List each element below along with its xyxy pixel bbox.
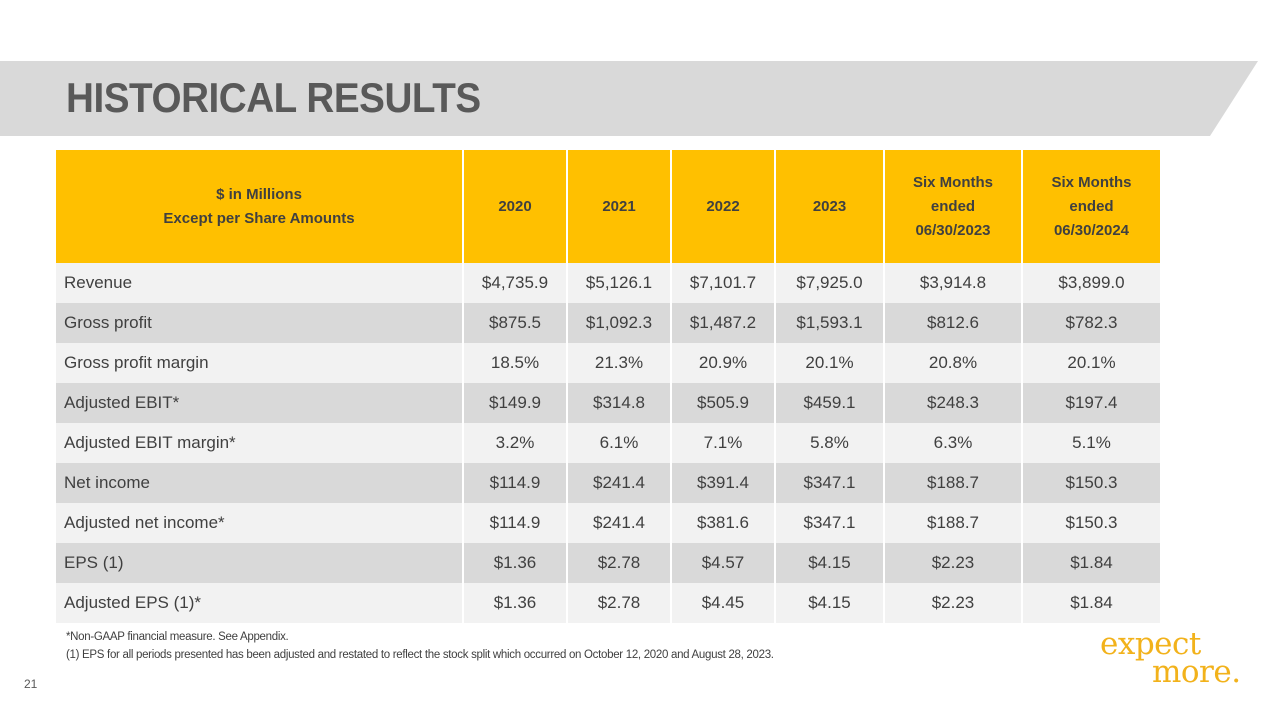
table-cell: $3,914.8 [883,263,1022,303]
title-band [0,61,1258,136]
table-row-adjusted-net-income: Adjusted net income* $114.9 $241.4 $381.… [56,503,1160,543]
table-cell: 5.8% [774,423,884,463]
table-cell: 3.2% [462,423,567,463]
table-cell: $2.23 [883,543,1022,583]
table-cell: $347.1 [774,463,884,503]
table-cell: 6.3% [883,423,1022,463]
table-cell: $1.36 [462,583,567,623]
table-cell: $1,092.3 [566,303,671,343]
table-cell: $114.9 [462,503,567,543]
header-label-line: Except per Share Amounts [163,209,355,227]
table-cell: $391.4 [670,463,775,503]
table-cell: $347.1 [774,503,884,543]
row-label: Adjusted EPS (1)* [56,583,463,623]
table-cell: $188.7 [883,463,1022,503]
table-cell: $1,593.1 [774,303,884,343]
table-cell: $1.84 [1021,543,1160,583]
logo-word-more: more. [1152,654,1241,690]
page-number: 21 [24,677,38,691]
table-cell: 18.5% [462,343,567,383]
table-row-adjusted-ebit: Adjusted EBIT* $149.9 $314.8 $505.9 $459… [56,383,1160,423]
table-cell: $4,735.9 [462,263,567,303]
row-label: Adjusted EBIT margin* [56,423,463,463]
table-cell: $875.5 [462,303,567,343]
table-cell: 6.1% [566,423,671,463]
table-cell: $3,899.0 [1021,263,1160,303]
table-cell: $149.9 [462,383,567,423]
row-label: EPS (1) [56,543,463,583]
table-cell: $505.9 [670,383,775,423]
table-cell: $1.36 [462,543,567,583]
row-label: Adjusted EBIT* [56,383,463,423]
table-cell: 20.9% [670,343,775,383]
table-cell: $4.15 [774,543,884,583]
table-cell: 20.1% [1021,343,1160,383]
table-cell: $7,101.7 [670,263,775,303]
table-cell: $314.8 [566,383,671,423]
table-cell: $1,487.2 [670,303,775,343]
table-cell: $2.78 [566,583,671,623]
table-cell: $5,126.1 [566,263,671,303]
table-cell: $459.1 [774,383,884,423]
table-cell: $150.3 [1021,503,1160,543]
table-row-gross-profit: Gross profit $875.5 $1,092.3 $1,487.2 $1… [56,303,1160,343]
table-cell: $812.6 [883,303,1022,343]
column-header-2023: 2023 [774,150,884,263]
table-cell: $150.3 [1021,463,1160,503]
table-row-net-income: Net income $114.9 $241.4 $391.4 $347.1 $… [56,463,1160,503]
table-cell: $2.78 [566,543,671,583]
table-cell: $4.57 [670,543,775,583]
table-cell: $197.4 [1021,383,1160,423]
table-cell: $1.84 [1021,583,1160,623]
table-row-eps: EPS (1) $1.36 $2.78 $4.57 $4.15 $2.23 $1… [56,543,1160,583]
column-header-2020: 2020 [462,150,567,263]
table-cell: $241.4 [566,463,671,503]
table-cell: 20.8% [883,343,1022,383]
row-label: Adjusted net income* [56,503,463,543]
row-label: Net income [56,463,463,503]
table-cell: $2.23 [883,583,1022,623]
logo-word-expect: expect [1100,626,1201,662]
table-row-adjusted-ebit-margin: Adjusted EBIT margin* 3.2% 6.1% 7.1% 5.8… [56,423,1160,463]
table-row-adjusted-eps: Adjusted EPS (1)* $1.36 $2.78 $4.45 $4.1… [56,583,1160,623]
footnote-non-gaap: *Non-GAAP financial measure. See Appendi… [66,631,289,643]
historical-results-table: $ in Millions Except per Share Amounts 2… [56,150,1160,623]
table-cell: 5.1% [1021,423,1160,463]
table-cell: $4.45 [670,583,775,623]
footnotes: *Non-GAAP financial measure. See Appendi… [66,628,774,664]
footnote-eps-split: (1) EPS for all periods presented has be… [66,649,774,661]
row-label: Revenue [56,263,463,303]
column-header-six-months-2023: Six Months ended 06/30/2023 [883,150,1022,263]
row-label: Gross profit margin [56,343,463,383]
table-cell: $4.15 [774,583,884,623]
table-cell: $114.9 [462,463,567,503]
table-cell: 21.3% [566,343,671,383]
table-cell: $241.4 [566,503,671,543]
table-header-row: $ in Millions Except per Share Amounts 2… [56,150,1160,263]
table-cell: $248.3 [883,383,1022,423]
table-cell: $188.7 [883,503,1022,543]
table-cell: $381.6 [670,503,775,543]
table-cell: $7,925.0 [774,263,884,303]
table-cell: $782.3 [1021,303,1160,343]
column-header-2021: 2021 [566,150,671,263]
expect-more-logo: expect more. [1100,626,1250,690]
table-cell: 20.1% [774,343,884,383]
column-header-2022: 2022 [670,150,775,263]
header-label-cell: $ in Millions Except per Share Amounts [56,150,463,263]
header-label-line: $ in Millions [216,185,302,203]
table-cell: 7.1% [670,423,775,463]
row-label: Gross profit [56,303,463,343]
table-row-gross-profit-margin: Gross profit margin 18.5% 21.3% 20.9% 20… [56,343,1160,383]
table-row-revenue: Revenue $4,735.9 $5,126.1 $7,101.7 $7,92… [56,263,1160,303]
column-header-six-months-2024: Six Months ended 06/30/2024 [1021,150,1160,263]
page-title: HISTORICAL RESULTS [66,74,481,121]
